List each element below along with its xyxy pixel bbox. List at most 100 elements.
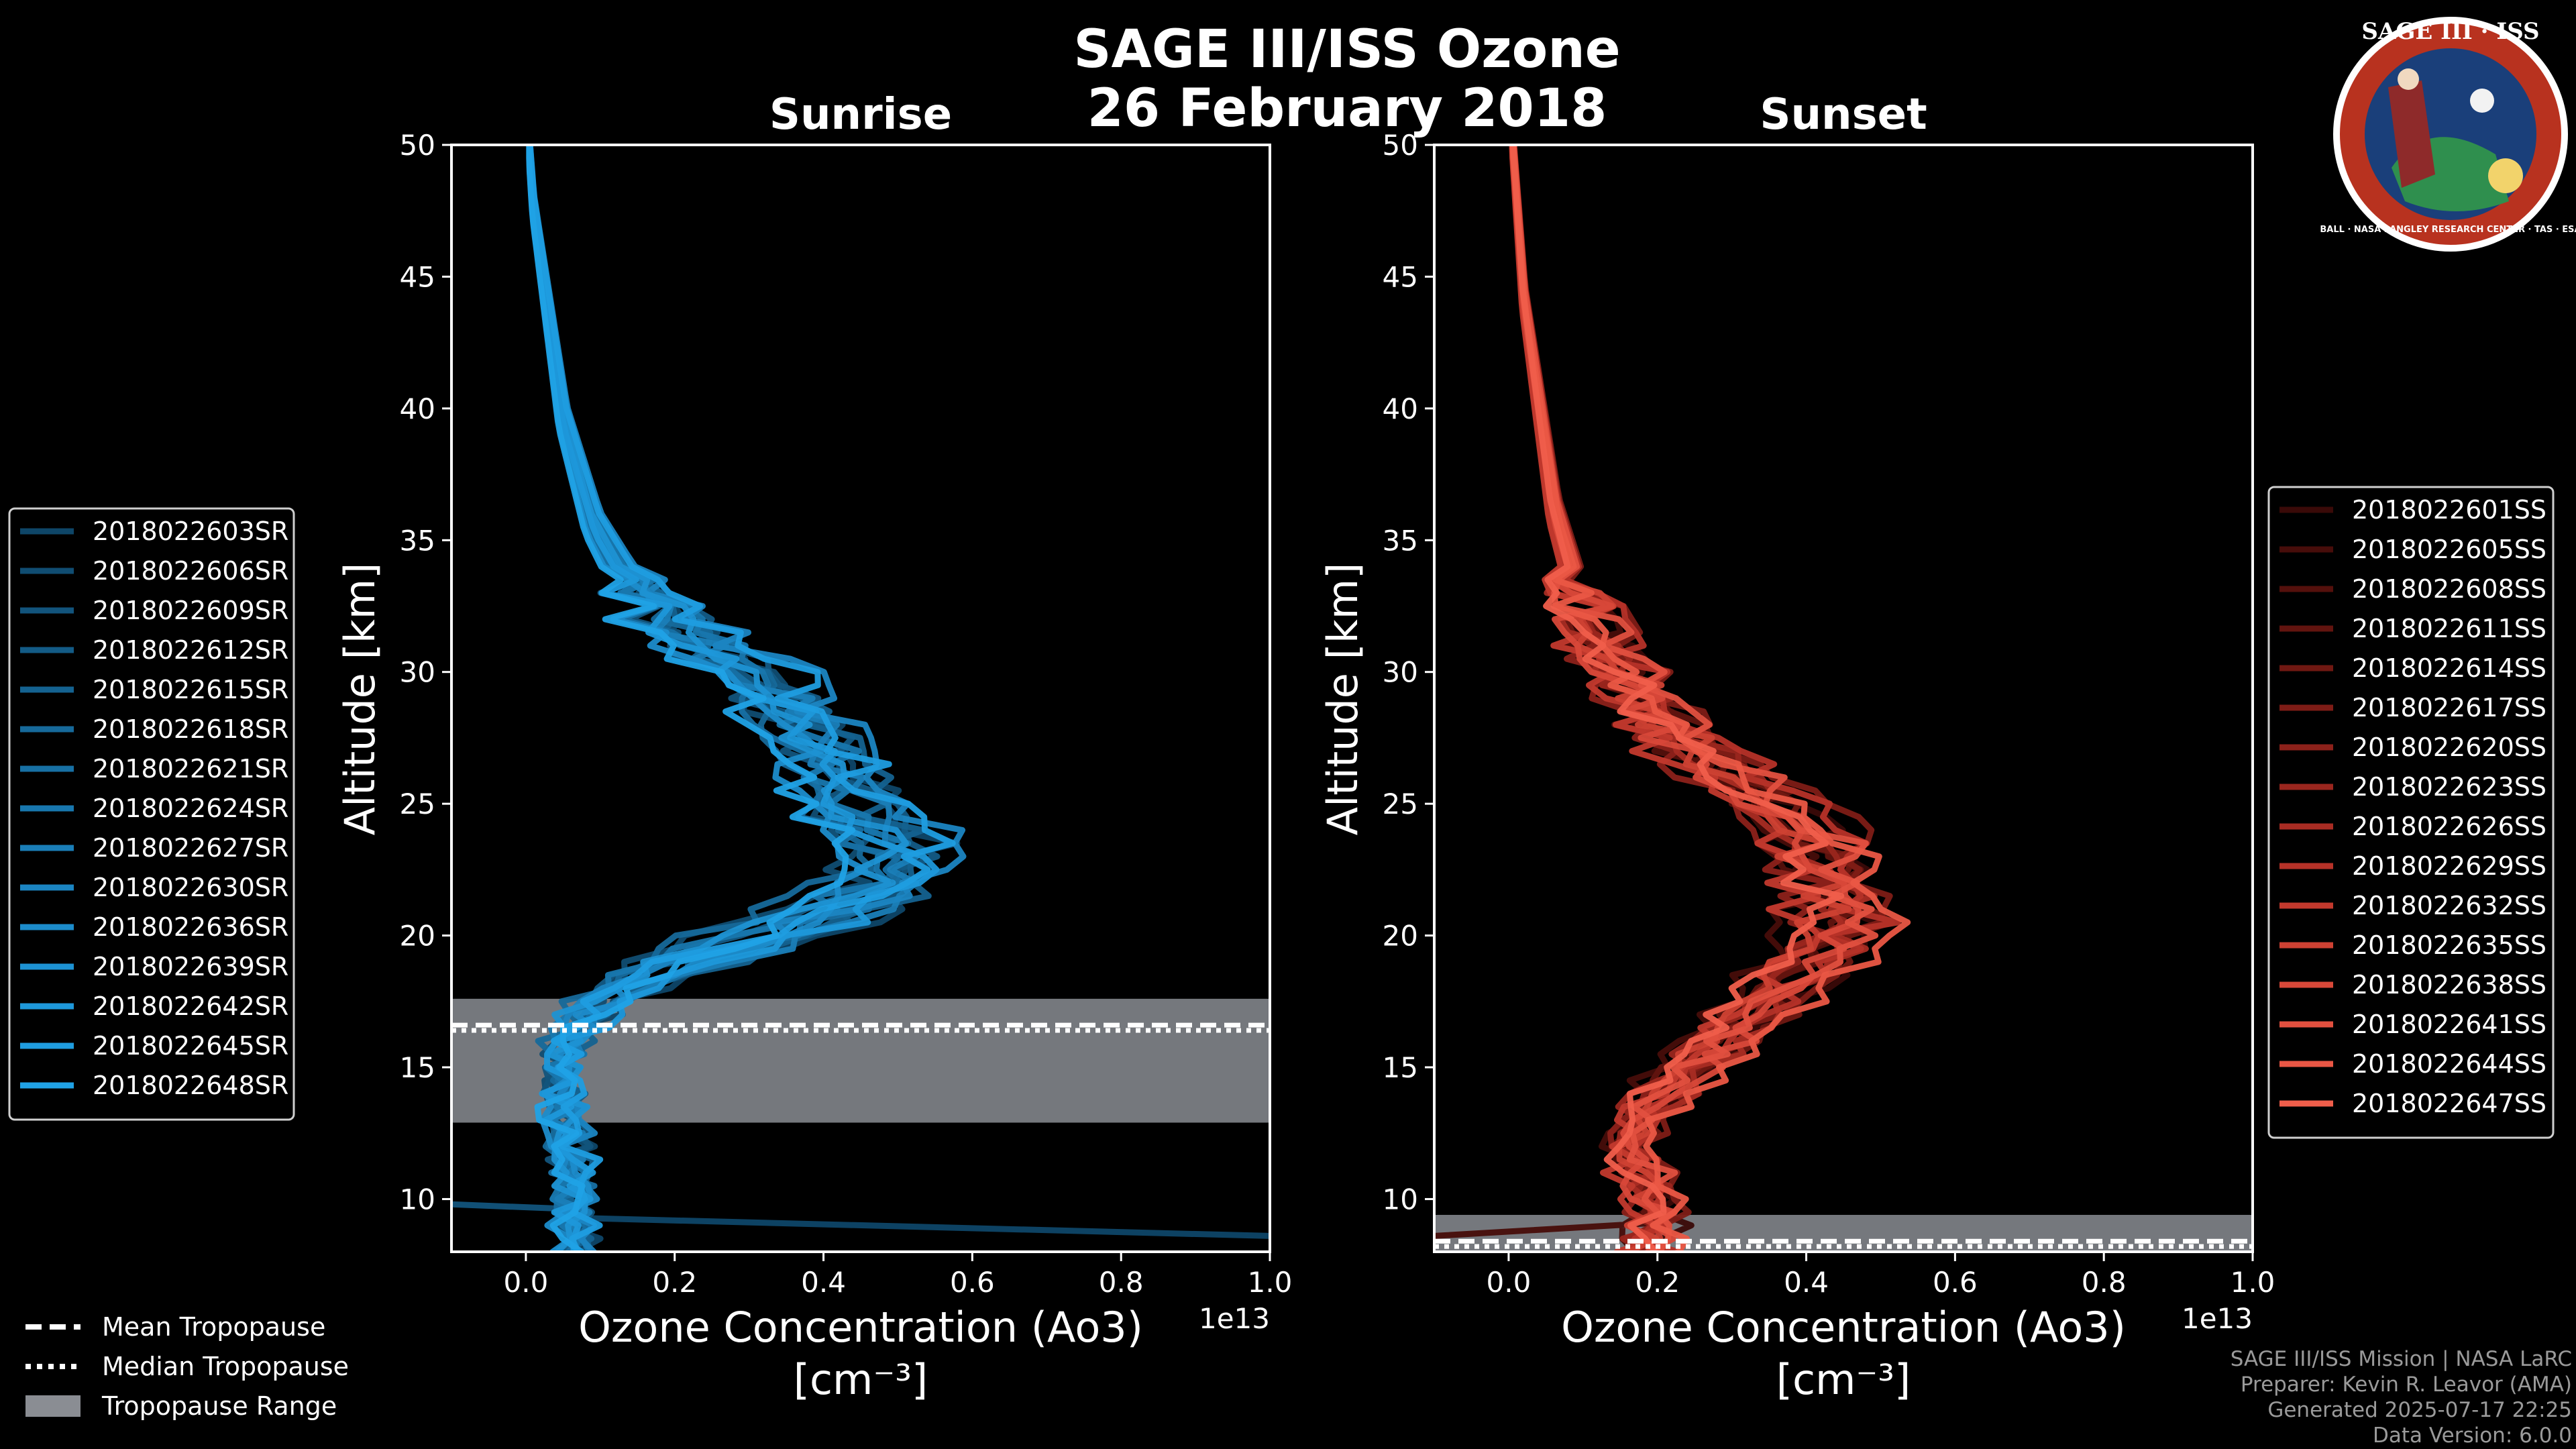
sunset-legend-label: 2018022644SS — [2352, 1049, 2546, 1079]
sunset-legend-label: 2018022623SS — [2352, 772, 2546, 802]
footer-line: Generated 2025-07-17 22:25 — [2267, 1398, 2572, 1422]
sunrise-panel-title: Sunrise — [769, 90, 952, 140]
sunset-legend-frame — [2267, 486, 2555, 1139]
sunset-y-tick-label: 35 — [1383, 524, 1418, 557]
sunrise-y-tick-label: 35 — [400, 524, 435, 557]
sunrise-x-multiplier: 1e13 — [1199, 1302, 1270, 1335]
sunset-profile-2018022647SS — [1509, 145, 1845, 1252]
tropopause-legend-label: Mean Tropopause — [102, 1312, 325, 1342]
sunrise-legend-label: 2018022603SR — [93, 517, 288, 546]
sunrise-plot-area: 10 15 20 25 30 35 40 45 50 0.0 0.2 0.4 0.6 0.8 1.0 — [400, 129, 1293, 1299]
sunset-panel: Sunset 10 15 20 25 30 35 40 45 50 0.0 0.2 0.4 0.6 0.8… — [1318, 90, 2275, 1404]
sunset-panel-title: Sunset — [1760, 90, 1927, 140]
sunset-y-tick-label: 10 — [1383, 1183, 1418, 1216]
sunset-legend-label: 2018022641SS — [2352, 1010, 2546, 1039]
sunset-x-tick-label: 0.4 — [1784, 1266, 1829, 1299]
sunset-x-axis-units: [cm⁻³] — [1776, 1355, 1911, 1404]
sunset-plot-area: 10 15 20 25 30 35 40 45 50 0.0 0.2 0.4 0.6 0.8 1.0 — [1383, 129, 2275, 1299]
figure-title-line1: SAGE III/ISS Ozone — [1073, 19, 1620, 80]
sunrise-legend-label: 2018022639SR — [93, 952, 288, 981]
sunrise-x-tick-label: 0.0 — [504, 1266, 549, 1299]
sunset-legend-label: 2018022601SS — [2352, 495, 2546, 525]
sunset-y-tick-label: 40 — [1383, 392, 1418, 425]
sunset-y-tick-label: 20 — [1383, 920, 1418, 953]
sunrise-x-axis-label: Ozone Concentration (Ao3) — [578, 1303, 1143, 1352]
sunrise-x-tick-label: 0.8 — [1099, 1266, 1144, 1299]
sunrise-legend-label: 2018022609SR — [93, 596, 288, 625]
sunrise-legend-label: 2018022606SR — [93, 556, 288, 586]
sunrise-x-tick-label: 0.4 — [801, 1266, 846, 1299]
sunrise-legend-label: 2018022636SR — [93, 912, 288, 942]
sunset-legend-label: 2018022635SS — [2352, 930, 2546, 960]
sunset-y-tick-label: 30 — [1383, 656, 1418, 689]
sunrise-legend: 2018022603SR 2018022606SR 2018022609SR 2018… — [8, 507, 295, 1121]
sunrise-legend-frame — [8, 507, 295, 1121]
sunset-legend-label: 2018022620SS — [2352, 733, 2546, 762]
sunset-profile-2018022626SS — [1509, 145, 1878, 1252]
sunrise-legend-label: 2018022627SR — [93, 833, 288, 863]
sunrise-x-tick-label: 0.6 — [950, 1266, 995, 1299]
sunset-x-axis-label: Ozone Concentration (Ao3) — [1561, 1303, 2126, 1352]
sunset-profile-2018022617SS — [1511, 145, 1893, 1252]
sunrise-legend-label: 2018022624SR — [93, 794, 288, 823]
sunrise-legend-label: 2018022642SR — [93, 991, 288, 1021]
sunrise-y-tick-label: 20 — [400, 920, 435, 953]
sunrise-y-tick-label: 50 — [400, 129, 435, 162]
sunrise-y-axis-label: Altitude [km] — [335, 563, 384, 836]
sunrise-y-tick-label: 15 — [400, 1051, 435, 1084]
sunrise-y-tick-label: 30 — [400, 656, 435, 689]
sunrise-x-axis-units: [cm⁻³] — [794, 1355, 928, 1404]
sunset-legend-label: 2018022629SS — [2352, 851, 2546, 881]
sunset-y-tick-label: 45 — [1383, 260, 1418, 293]
sunset-profile-2018022629SS — [1511, 145, 1901, 1252]
tropopause-legend-label: Tropopause Range — [101, 1391, 337, 1421]
sunrise-y-tick-label: 45 — [400, 260, 435, 293]
sunrise-panel: Sunrise 10 15 20 25 30 35 40 45 50 0.0 0.2 0.4 0.6 0.… — [335, 90, 1292, 1404]
sunset-x-tick-label: 0.8 — [2082, 1266, 2127, 1299]
sunset-legend-label: 2018022608SS — [2352, 574, 2546, 604]
sunset-legend-label: 2018022632SS — [2352, 891, 2546, 920]
footer-credits: SAGE III/ISS Mission | NASA LaRC Prepare… — [2231, 1347, 2572, 1448]
sage-iii-iss-logo: SAGE III · ISS BALL · NASA LANGLEY RESEA… — [2320, 17, 2576, 252]
sunrise-y-tick-label: 40 — [400, 392, 435, 425]
sunrise-x-tick-label: 1.0 — [1248, 1266, 1293, 1299]
sunset-legend-label: 2018022617SS — [2352, 693, 2546, 722]
footer-line: Preparer: Kevin R. Leavor (AMA) — [2241, 1373, 2572, 1397]
sunrise-legend-label: 2018022618SR — [93, 714, 288, 744]
sunset-y-tick-label: 25 — [1383, 788, 1418, 820]
sunrise-legend-label: 2018022648SR — [93, 1071, 288, 1100]
sunset-legend-label: 2018022647SS — [2352, 1089, 2546, 1118]
sunrise-y-tick-label: 10 — [400, 1183, 435, 1216]
sunset-legend-label: 2018022638SS — [2352, 970, 2546, 1000]
sunrise-legend-label: 2018022615SR — [93, 675, 288, 704]
sunset-legend-label: 2018022611SS — [2352, 614, 2546, 643]
sunset-legend-label: 2018022614SS — [2352, 653, 2546, 683]
sunrise-y-tick-label: 25 — [400, 788, 435, 820]
sunset-y-tick-label: 50 — [1383, 129, 1418, 162]
sunrise-legend-label: 2018022630SR — [93, 873, 288, 902]
logo-ring-text: BALL · NASA LANGLEY RESEARCH CENTER · TA… — [2320, 225, 2576, 235]
sunset-legend-label: 2018022626SS — [2352, 812, 2546, 841]
sunset-legend: 2018022601SS 2018022605SS 2018022608SS 2018… — [2267, 486, 2555, 1139]
sunset-y-tick-label: 15 — [1383, 1051, 1418, 1084]
sunset-x-tick-label: 0.0 — [1487, 1266, 1532, 1299]
tropopause-legend-swatch — [25, 1395, 80, 1417]
sunset-axes-frame — [1433, 144, 2254, 1253]
sunrise-legend-label: 2018022645SR — [93, 1031, 288, 1061]
footer-line: Data Version: 6.0.0 — [2373, 1424, 2572, 1448]
sunset-x-multiplier: 1e13 — [2182, 1302, 2253, 1335]
footer-line: SAGE III/ISS Mission | NASA LaRC — [2231, 1347, 2572, 1371]
figure-title-line2: 26 February 2018 — [1087, 78, 1607, 139]
sunrise-x-tick-label: 0.2 — [652, 1266, 697, 1299]
sunset-y-axis-label: Altitude [km] — [1318, 563, 1367, 836]
sunset-profile-2018022614SS — [1509, 145, 1895, 1252]
sunset-tropopause-range — [1434, 1215, 2253, 1252]
logo-text: SAGE III · ISS — [2361, 18, 2539, 45]
sunset-x-tick-label: 1.0 — [2231, 1266, 2275, 1299]
sunset-x-tick-label: 0.6 — [1933, 1266, 1978, 1299]
tropopause-legend-label: Median Tropopause — [102, 1352, 349, 1381]
sunrise-legend-label: 2018022621SR — [93, 754, 288, 784]
sunset-profile-2018022644SS — [1509, 145, 1911, 1252]
tropopause-legend: Mean Tropopause Median Tropopause Tropopau… — [25, 1312, 349, 1421]
